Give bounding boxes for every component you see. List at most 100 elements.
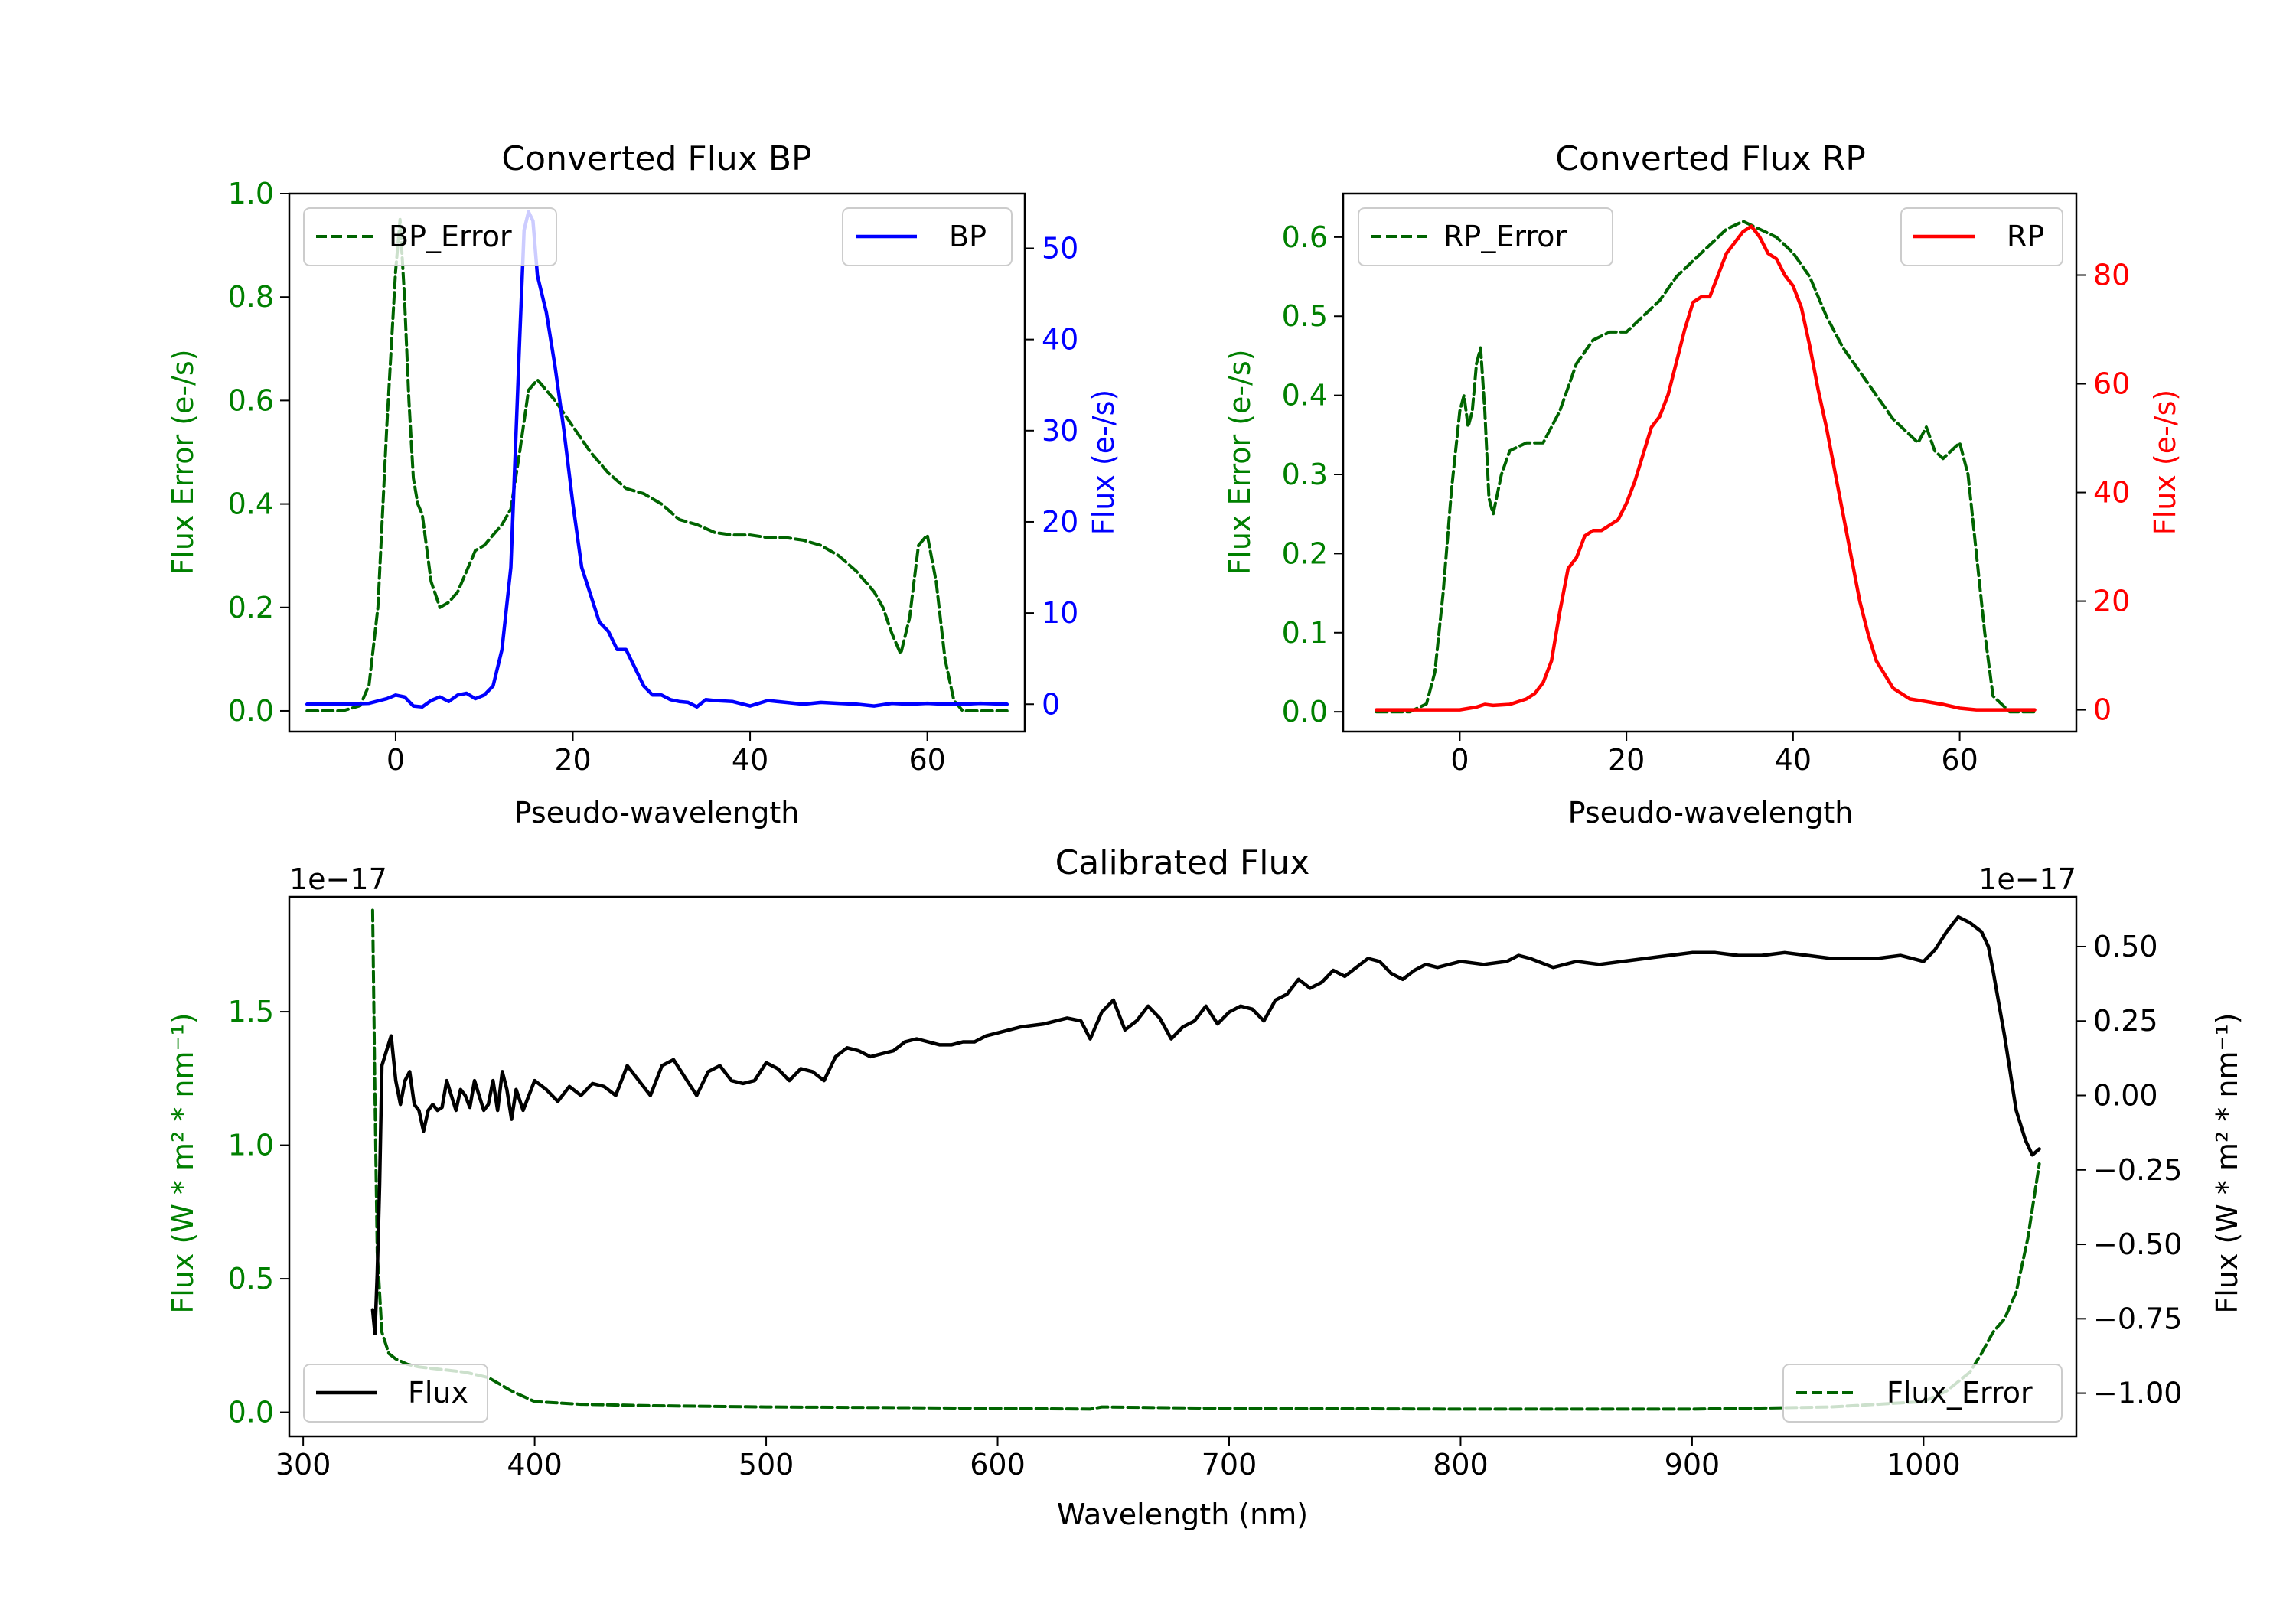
rp-x-axis-label: Pseudo-wavelength bbox=[1568, 796, 1854, 830]
calibrated-xtick-label: 500 bbox=[739, 1448, 794, 1482]
rp-legend-error: RP_Error bbox=[1358, 207, 1613, 266]
rp-ytick-left-label: 0.4 bbox=[1282, 379, 1328, 412]
rp-title: Converted Flux RP bbox=[1555, 139, 1866, 178]
rp-ytick-right-label: 60 bbox=[2093, 367, 2130, 401]
bp-xtick-label: 40 bbox=[732, 743, 768, 777]
calibrated-y-right-label: Flux (W * m² * nm⁻¹) bbox=[2210, 1012, 2244, 1313]
bp-ytick-right-label: 0 bbox=[1042, 687, 1060, 721]
rp-xtick-label: 20 bbox=[1608, 743, 1645, 777]
calibrated-ticks: 300 400 500 600 700 800 900 1000 0.0 0.5 1.0 1.5 −1.… bbox=[228, 930, 2183, 1482]
bp-x-axis-label: Pseudo-wavelength bbox=[514, 796, 800, 830]
calibrated-offset-right: 1e−17 bbox=[1978, 862, 2076, 896]
calibrated-ytick-right-label: 0.25 bbox=[2093, 1004, 2158, 1038]
rp-y-left-label: Flux Error (e-/s) bbox=[1223, 349, 1257, 575]
panel-calibrated: Calibrated Flux Wavelength (nm) 1e−17 1e… bbox=[166, 843, 2244, 1531]
bp-ticks: 0 20 40 60 0.0 0.2 0.4 0.6 0.8 1.0 0 10 20 30 40 50 bbox=[228, 177, 1079, 777]
rp-ytick-right-label: 40 bbox=[2093, 476, 2130, 510]
rp-plot-frame bbox=[1342, 192, 2078, 733]
bp-ytick-left-label: 0.8 bbox=[228, 280, 274, 314]
calibrated-x-axis-label: Wavelength (nm) bbox=[1057, 1498, 1308, 1531]
calibrated-xtick-label: 400 bbox=[507, 1448, 563, 1482]
bp-ytick-right-label: 20 bbox=[1042, 505, 1078, 539]
rp-legend-flux-box bbox=[1900, 207, 2063, 266]
rp-ytick-left-label: 0.5 bbox=[1282, 299, 1328, 333]
bp-series-bp bbox=[305, 210, 1009, 709]
calibrated-legend-flux-box bbox=[303, 1364, 488, 1423]
bp-ytick-left-label: 0.6 bbox=[228, 383, 274, 417]
bp-ytick-left-label: 0.2 bbox=[228, 591, 274, 624]
calibrated-series-flux bbox=[370, 914, 2041, 1336]
bp-xtick-label: 60 bbox=[908, 743, 945, 777]
bp-ytick-right-label: 40 bbox=[1042, 323, 1078, 357]
bp-series-bp-error bbox=[305, 217, 1009, 712]
rp-xtick-label: 40 bbox=[1775, 743, 1812, 777]
calibrated-ytick-right-label: −0.75 bbox=[2093, 1302, 2182, 1335]
bp-lines bbox=[305, 210, 1009, 712]
calibrated-legend-error: Flux_Error bbox=[1782, 1364, 2063, 1423]
calibrated-xtick-label: 900 bbox=[1665, 1448, 1720, 1482]
rp-ytick-left-label: 0.3 bbox=[1282, 458, 1328, 491]
bp-xtick-label: 0 bbox=[386, 743, 405, 777]
calibrated-ytick-right-label: −0.25 bbox=[2093, 1153, 2182, 1187]
bp-legend-flux: BP bbox=[842, 207, 1013, 266]
panel-rp: Converted Flux RP Pseudo-wavelength Flux… bbox=[1223, 139, 2182, 830]
bp-ytick-left-label: 1.0 bbox=[228, 177, 274, 210]
rp-ticks: 0 20 40 60 0.0 0.1 0.2 0.3 0.4 0.5 0.6 0 20 40 60 80 bbox=[1282, 220, 2131, 777]
rp-ytick-left-label: 0.2 bbox=[1282, 536, 1328, 570]
calibrated-legend-flux-label: Flux bbox=[408, 1376, 468, 1410]
bp-y-right-label: Flux (e-/s) bbox=[1087, 390, 1120, 535]
rp-ytick-right-label: 0 bbox=[2093, 693, 2112, 727]
rp-legend-error-box bbox=[1358, 207, 1613, 266]
calibrated-ytick-left-label: 1.5 bbox=[228, 995, 274, 1028]
calibrated-legend-error-label: Flux_Error bbox=[1887, 1376, 2033, 1410]
calibrated-title: Calibrated Flux bbox=[1055, 843, 1310, 882]
bp-legend-flux-label: BP bbox=[949, 220, 987, 253]
bp-xtick-label: 20 bbox=[554, 743, 591, 777]
bp-legend-error-label: BP_Error bbox=[389, 220, 512, 253]
rp-lines bbox=[1375, 220, 2037, 714]
rp-y-right-label: Flux (e-/s) bbox=[2148, 390, 2182, 535]
calibrated-legend-flux: Flux bbox=[303, 1364, 488, 1423]
calibrated-ytick-left-label: 1.0 bbox=[228, 1129, 274, 1162]
rp-ytick-right-label: 20 bbox=[2093, 585, 2130, 618]
bp-legend-error: BP_Error bbox=[303, 207, 557, 266]
calibrated-series-flux-error bbox=[370, 908, 2041, 1411]
calibrated-ytick-left-label: 0.0 bbox=[228, 1396, 274, 1429]
calibrated-legend-error-box bbox=[1782, 1364, 2063, 1423]
rp-ytick-left-label: 0.6 bbox=[1282, 220, 1328, 254]
bp-ytick-left-label: 0.0 bbox=[228, 694, 274, 728]
calibrated-xtick-label: 700 bbox=[1202, 1448, 1257, 1482]
calibrated-offset-left: 1e−17 bbox=[289, 862, 387, 896]
calibrated-xtick-label: 300 bbox=[276, 1448, 331, 1482]
rp-legend-flux-label: RP bbox=[2007, 220, 2044, 253]
calibrated-ytick-right-label: −1.00 bbox=[2093, 1377, 2182, 1410]
rp-legend-flux: RP bbox=[1900, 207, 2063, 266]
calibrated-xtick-label: 600 bbox=[970, 1448, 1026, 1482]
rp-ytick-left-label: 0.0 bbox=[1282, 695, 1328, 729]
bp-legend-flux-box bbox=[842, 207, 1013, 266]
panel-bp: Converted Flux BP Pseudo-wavelength Flux… bbox=[166, 139, 1120, 830]
rp-series-rp-error bbox=[1375, 220, 2037, 714]
bp-plot-frame bbox=[288, 192, 1026, 733]
bp-legend-error-box bbox=[303, 207, 557, 266]
rp-xtick-label: 60 bbox=[1941, 743, 1978, 777]
rp-series-rp bbox=[1375, 224, 2037, 712]
calibrated-plot-frame bbox=[288, 895, 2078, 1438]
bp-ytick-left-label: 0.4 bbox=[228, 487, 274, 521]
calibrated-lines bbox=[370, 908, 2041, 1411]
calibrated-xtick-label: 1000 bbox=[1887, 1448, 1961, 1482]
bp-y-left-label: Flux Error (e-/s) bbox=[166, 349, 200, 575]
calibrated-ytick-right-label: 0.00 bbox=[2093, 1079, 2158, 1113]
calibrated-ytick-left-label: 0.5 bbox=[228, 1262, 274, 1296]
rp-xtick-label: 0 bbox=[1450, 743, 1469, 777]
calibrated-y-left-label: Flux (W * m² * nm⁻¹) bbox=[166, 1012, 200, 1313]
bp-ytick-right-label: 10 bbox=[1042, 596, 1078, 630]
bp-title: Converted Flux BP bbox=[501, 139, 811, 178]
rp-ytick-left-label: 0.1 bbox=[1282, 616, 1328, 650]
calibrated-xtick-label: 800 bbox=[1433, 1448, 1489, 1482]
calibrated-ytick-right-label: 0.50 bbox=[2093, 930, 2158, 963]
bp-ytick-right-label: 50 bbox=[1042, 231, 1078, 265]
rp-legend-error-label: RP_Error bbox=[1443, 220, 1567, 253]
calibrated-ytick-right-label: −0.50 bbox=[2093, 1227, 2182, 1261]
